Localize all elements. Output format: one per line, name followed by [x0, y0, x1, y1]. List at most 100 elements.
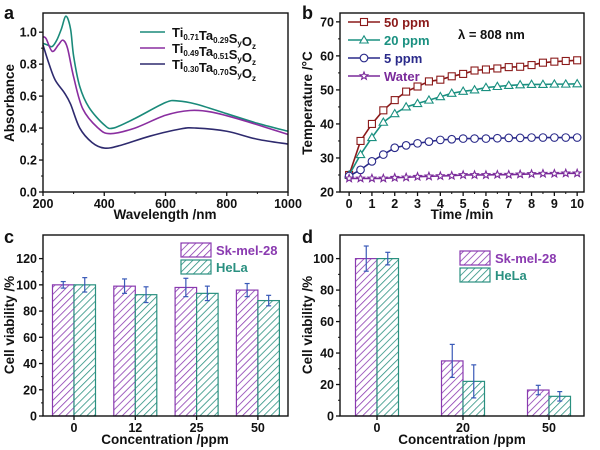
- data-point: [515, 133, 525, 143]
- data-point: [401, 141, 411, 150]
- data-point: [470, 66, 479, 75]
- data-point: [343, 172, 355, 183]
- data-point: [366, 172, 378, 183]
- error-bar: [122, 278, 128, 294]
- error-bar: [60, 280, 66, 289]
- legend-label: 20 ppm: [384, 33, 430, 48]
- plot-frame: [339, 12, 585, 193]
- data-point: [367, 119, 376, 128]
- y-tick-label: 40: [320, 347, 334, 361]
- legend-label: Water: [384, 69, 420, 84]
- data-point: [355, 149, 366, 159]
- y-tick-label: 50: [320, 83, 334, 97]
- y-tick-label: 60: [23, 331, 37, 345]
- y-tick-label: 70: [320, 15, 334, 29]
- data-point: [503, 169, 515, 180]
- legend-label: Sk-mel-28: [216, 243, 277, 258]
- plot-area: [354, 245, 572, 417]
- data-point: [514, 79, 526, 89]
- plot-area: [51, 277, 280, 417]
- x-tick-label: 10: [570, 197, 584, 211]
- data-point: [457, 169, 469, 180]
- data-point: [400, 101, 412, 111]
- x-tick-label: 1: [368, 197, 375, 211]
- error-bar: [183, 277, 189, 298]
- legend-marker: [359, 53, 369, 63]
- legend-label: Sk-mel-28: [495, 251, 556, 266]
- y-tick-label: 40: [320, 117, 334, 131]
- data-point: [537, 168, 549, 179]
- legend-marker: [358, 34, 370, 44]
- x-tick-label: 3: [414, 197, 421, 211]
- bar: [134, 294, 158, 417]
- y-axis-title: Cell viability /%: [300, 276, 315, 374]
- y-tick-label: 0.4: [20, 122, 37, 136]
- plot-area: [42, 15, 289, 149]
- y-tick-label: 0.6: [20, 90, 37, 104]
- data-point: [424, 77, 433, 86]
- data-point: [573, 56, 582, 65]
- data-point: [423, 94, 435, 104]
- data-point: [378, 150, 388, 159]
- x-tick-label: 4: [437, 197, 444, 211]
- series-line: [42, 36, 289, 136]
- data-point: [378, 116, 389, 126]
- y-tick-label: 80: [320, 284, 334, 298]
- wavelength-annotation: λ = 808 nm: [458, 27, 525, 42]
- x-tick-label: 0: [71, 421, 78, 435]
- error-bar: [244, 282, 250, 298]
- data-point: [503, 80, 514, 90]
- data-point: [538, 58, 548, 67]
- x-tick-label: 8: [528, 197, 535, 211]
- data-point: [356, 165, 365, 175]
- data-point: [492, 169, 503, 180]
- legend-label: HeLa: [216, 260, 249, 275]
- bar: [235, 289, 259, 417]
- error-bar: [143, 286, 149, 304]
- x-tick-label: 0: [374, 421, 381, 435]
- x-tick-label: 400: [94, 197, 115, 211]
- data-point: [470, 134, 479, 143]
- legend-marker: [358, 70, 370, 81]
- data-point: [424, 137, 434, 146]
- bar: [354, 258, 378, 417]
- data-point: [389, 172, 400, 183]
- data-point: [356, 136, 365, 146]
- data-point: [481, 134, 491, 143]
- y-tick-label: 20: [23, 383, 37, 397]
- series-line: [348, 82, 578, 176]
- y-tick-label: 20: [320, 186, 334, 200]
- y-tick-label: 0.0: [20, 186, 37, 200]
- y-tick-label: 60: [320, 315, 334, 329]
- x-tick-label: 50: [251, 421, 265, 435]
- bar: [51, 284, 75, 417]
- data-point: [390, 96, 399, 105]
- error-bar: [266, 294, 272, 307]
- x-tick-label: 600: [155, 197, 176, 211]
- data-point: [446, 88, 457, 97]
- series-line: [42, 15, 289, 133]
- legend-swatch: [180, 259, 212, 275]
- plot-area: [343, 56, 583, 183]
- data-point: [550, 57, 559, 66]
- bar: [174, 286, 198, 417]
- data-point: [537, 79, 549, 89]
- data-point: [492, 133, 502, 143]
- data-point: [412, 98, 423, 108]
- data-point: [423, 170, 435, 181]
- plot-frame: [42, 12, 289, 193]
- data-point: [366, 132, 378, 142]
- bar: [113, 285, 136, 417]
- x-tick-label: 50: [542, 421, 556, 435]
- legend-label: HeLa: [495, 268, 528, 283]
- legend-label: Ti0.30Ta0.70SyOz: [172, 57, 256, 83]
- data-point: [504, 63, 513, 72]
- x-tick-label: 200: [33, 197, 54, 211]
- legend-label: Ti0.71Ta0.29SyOz: [172, 25, 256, 51]
- y-tick-label: 100: [16, 278, 37, 292]
- data-point: [493, 64, 502, 73]
- error-bar: [471, 364, 477, 399]
- data-point: [516, 62, 525, 71]
- data-point: [355, 172, 366, 183]
